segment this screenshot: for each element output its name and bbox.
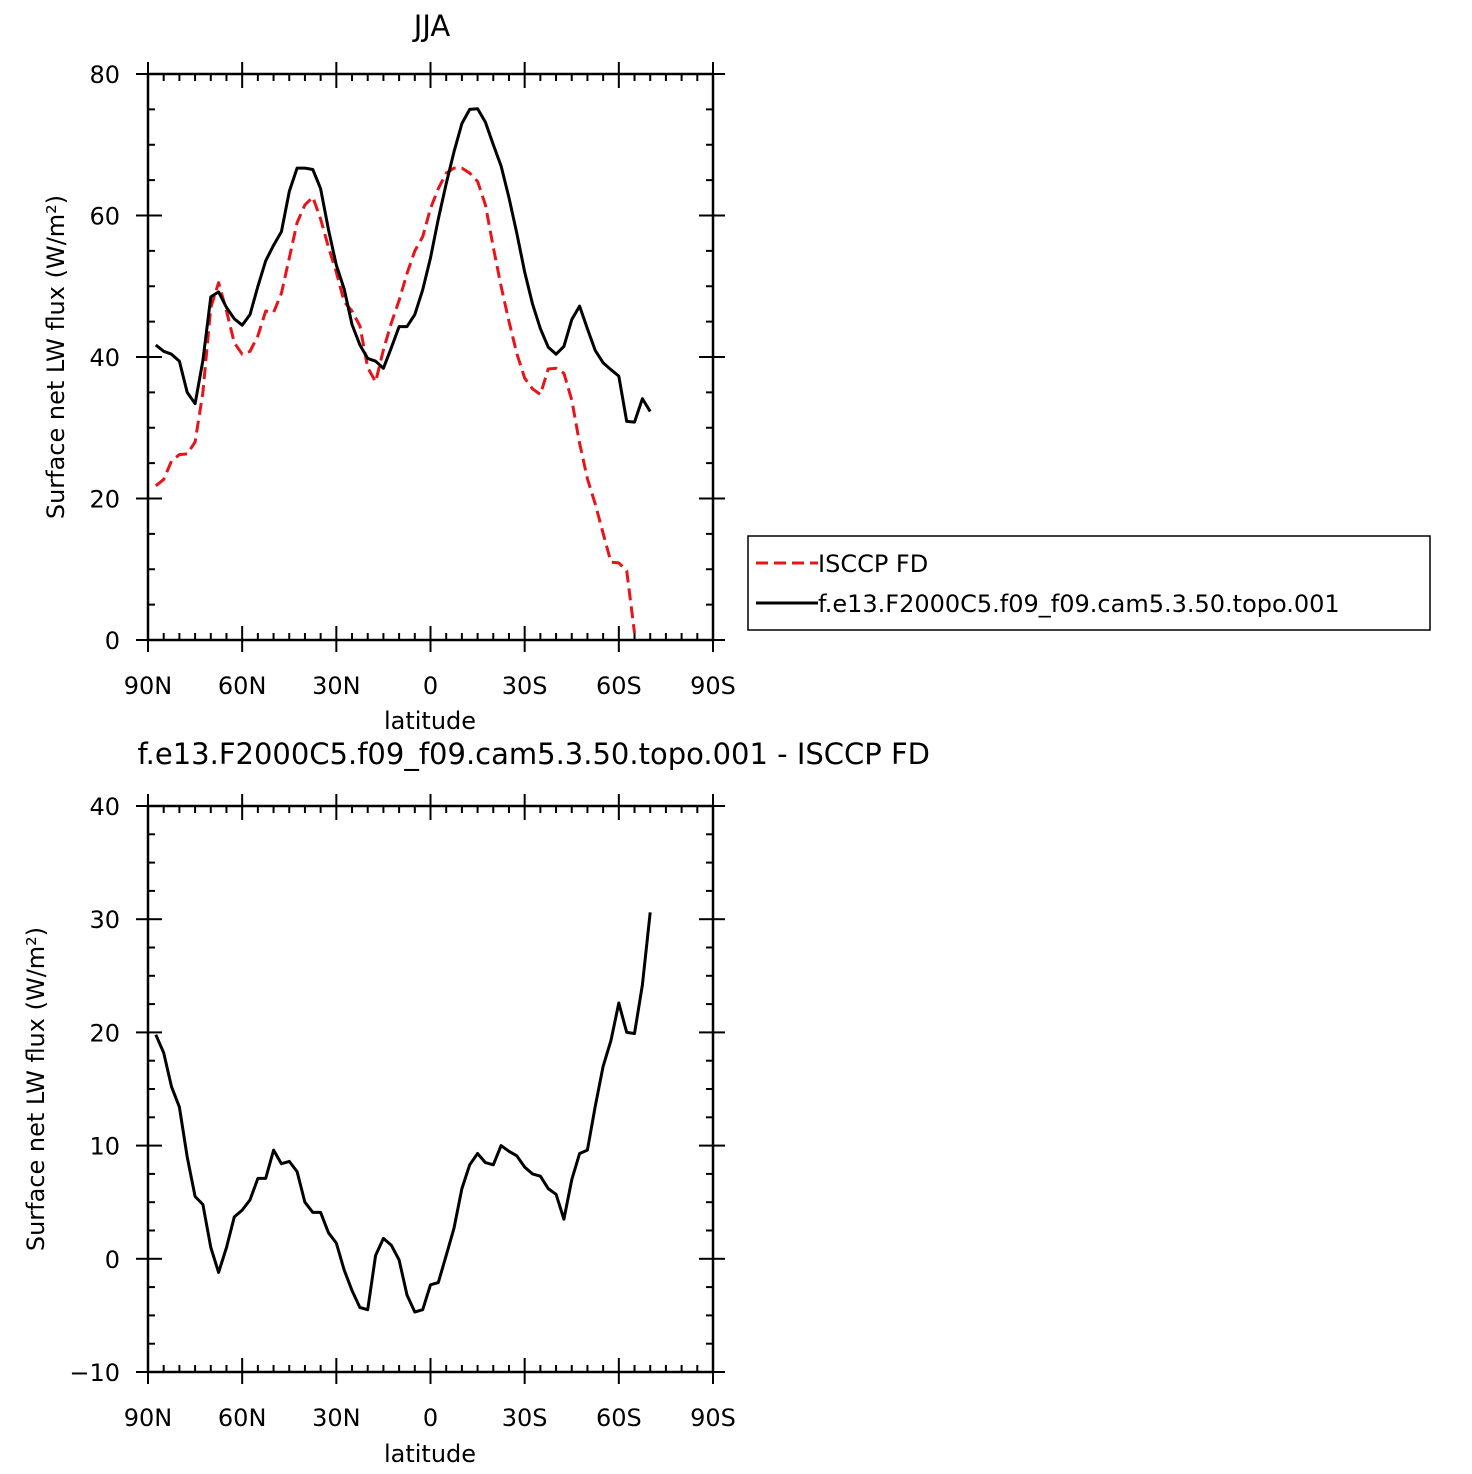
top-x-tick-label: 30N	[312, 672, 361, 700]
top-y-tick-label: 80	[89, 61, 120, 89]
top-x-tick-label: 60N	[218, 672, 267, 700]
top-y-tick-label: 0	[105, 627, 120, 655]
top-chart-title: JJA	[412, 9, 451, 43]
top-chart-x-axis-label: latitude	[384, 707, 476, 735]
bottom-y-tick-label: −10	[69, 1359, 120, 1387]
bottom-chart-title: f.e13.F2000C5.f09_f09.cam5.3.50.topo.001…	[138, 737, 930, 771]
bottom-series-line-model	[154, 912, 652, 1314]
top-chart-y-axis-label: Surface net LW flux (W/m²)	[42, 195, 70, 519]
top-x-tick-label: 90S	[690, 672, 736, 700]
bottom-y-tick-label: 20	[89, 1019, 120, 1047]
bottom-y-tick-label: 30	[89, 906, 120, 934]
legend: ISCCP FD f.e13.F2000C5.f09_f09.cam5.3.50…	[747, 535, 1431, 631]
top-y-tick-label: 60	[89, 203, 120, 231]
bottom-y-tick-label: 40	[89, 793, 120, 821]
top-x-tick-label: 0	[423, 672, 438, 700]
legend-entry-isccp-fd: ISCCP FD	[818, 550, 928, 578]
bottom-chart-y-axis-label: Surface net LW flux (W/m²)	[22, 927, 50, 1251]
top-chart: JJA 90N 60N 30N 0 30S 60S 90S 0 20 40 60 80 latitud…	[42, 9, 736, 735]
top-series-line-isccp-fd	[154, 166, 636, 634]
bottom-x-tick-label: 30S	[502, 1404, 548, 1432]
top-x-tick-label: 60S	[596, 672, 642, 700]
bottom-x-tick-label: 60S	[596, 1404, 642, 1432]
top-x-tick-label: 30S	[502, 672, 548, 700]
bottom-y-tick-label: 0	[105, 1246, 120, 1274]
top-y-tick-label: 40	[89, 344, 120, 372]
legend-box	[747, 535, 1431, 631]
bottom-x-tick-label: 30N	[312, 1404, 361, 1432]
top-series-line-model	[154, 107, 652, 424]
top-y-tick-label: 20	[89, 486, 120, 514]
bottom-y-tick-label: 10	[89, 1133, 120, 1161]
bottom-chart: f.e13.F2000C5.f09_f09.cam5.3.50.topo.001…	[22, 737, 930, 1468]
legend-entry-model: f.e13.F2000C5.f09_f09.cam5.3.50.topo.001	[818, 590, 1340, 618]
bottom-x-tick-label: 90N	[124, 1404, 173, 1432]
bottom-x-tick-label: 90S	[690, 1404, 736, 1432]
bottom-x-tick-label: 0	[423, 1404, 438, 1432]
top-chart-frame	[146, 72, 715, 642]
top-x-tick-label: 90N	[124, 672, 173, 700]
bottom-chart-x-axis-label: latitude	[384, 1440, 476, 1468]
bottom-x-tick-label: 60N	[218, 1404, 267, 1432]
